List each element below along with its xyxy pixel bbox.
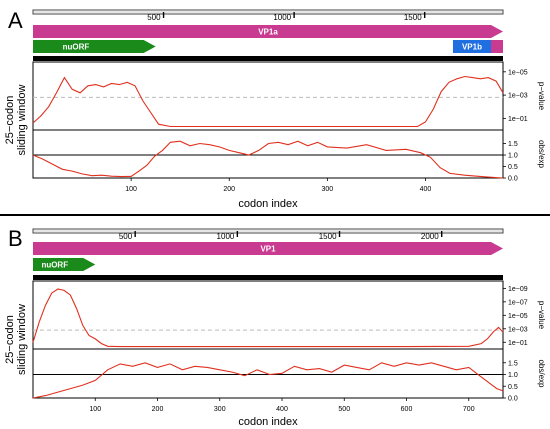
x-tick-label: 500 — [338, 406, 350, 413]
obsexp-tick-label: 0.0 — [508, 176, 518, 183]
feature-arrow-nuorf — [33, 258, 96, 271]
obsexp-line — [32, 140, 504, 179]
pvalue-tick-label: 1e−03 — [508, 93, 528, 100]
genome-tick-label: 1500 — [404, 13, 422, 22]
pvalue-tick-label: 1e−01 — [508, 116, 528, 123]
x-tick-label: 100 — [125, 186, 137, 193]
x-tick-label: 300 — [214, 406, 226, 413]
obsexp-tick-label: 0.5 — [508, 384, 518, 391]
pvalue-tick-label: 1e−09 — [508, 286, 528, 293]
genome-tick-label: 500 — [119, 232, 133, 241]
feature-label: VP1a — [258, 28, 278, 37]
feature-box-tail — [490, 40, 503, 53]
plot-frame — [32, 280, 504, 399]
pvalue-axis-label: p−value — [537, 82, 546, 111]
feature-arrow-nuorf — [33, 40, 156, 53]
pvalue-axis-label: p−value — [537, 301, 546, 330]
x-tick-label: 200 — [223, 186, 235, 193]
obsexp-line — [32, 362, 504, 399]
panel-letter: B — [8, 226, 23, 251]
coverage-bar — [33, 56, 503, 61]
y-axis-title: sliding window — [16, 304, 28, 375]
coverage-bar — [33, 275, 503, 280]
panel-b: B 500 1000 1500 2000 VP1 nuORF 1e−09 1e−07 1e−05 1… — [4, 226, 546, 428]
pvalue-tick-label: 1e−03 — [508, 326, 528, 333]
y-axis-title: 25−codon — [4, 96, 16, 145]
y-axis-title: sliding window — [16, 84, 28, 155]
x-tick-label: 700 — [463, 406, 475, 413]
pvalue-line — [32, 288, 504, 348]
obsexp-tick-label: 0.5 — [508, 164, 518, 171]
genome-tick-label: 500 — [147, 13, 161, 22]
panel-a: A 500 1000 1500 VP1a nuORF VP1b 1e−05 1e−03 1e−01… — [4, 8, 546, 210]
x-tick-label: 400 — [276, 406, 288, 413]
obsexp-axis-label: obs/exp — [537, 140, 546, 169]
feature-arrow-vp1 — [33, 242, 503, 255]
x-tick-label: 200 — [152, 406, 164, 413]
obsexp-tick-label: 1.0 — [508, 153, 518, 160]
x-axis-title: codon index — [238, 416, 298, 428]
y-axis-title: 25−codon — [4, 315, 16, 364]
pvalue-line — [32, 75, 504, 128]
obsexp-tick-label: 1.0 — [508, 372, 518, 379]
feature-arrow-vp1a — [33, 25, 503, 38]
genome-tick-label: 2000 — [421, 232, 439, 241]
genome-tick-label: 1000 — [217, 232, 235, 241]
x-tick-label: 400 — [420, 186, 432, 193]
feature-label: nuORF — [41, 261, 68, 270]
pvalue-tick-label: 1e−05 — [508, 69, 528, 76]
feature-box-vp1b — [452, 40, 503, 53]
pvalue-tick-label: 1e−01 — [508, 340, 528, 347]
x-tick-label: 100 — [89, 406, 101, 413]
x-tick-label: 600 — [401, 406, 413, 413]
x-axis-title: codon index — [238, 198, 298, 210]
feature-label: VP1b — [462, 43, 482, 52]
pvalue-tick-label: 1e−07 — [508, 299, 528, 306]
obsexp-tick-label: 1.5 — [508, 141, 518, 148]
obsexp-tick-label: 0.0 — [508, 396, 518, 403]
x-tick-label: 300 — [322, 186, 334, 193]
panel-letter: A — [8, 8, 23, 33]
obsexp-tick-label: 1.5 — [508, 360, 518, 367]
pvalue-tick-label: 1e−05 — [508, 313, 528, 320]
feature-label: nuORF — [63, 43, 90, 52]
obsexp-axis-label: obs/exp — [537, 359, 546, 388]
plot-frame — [32, 61, 504, 179]
genome-tick-label: 1500 — [319, 232, 337, 241]
genome-tick-label: 1000 — [273, 13, 291, 22]
feature-label: VP1 — [260, 245, 276, 254]
